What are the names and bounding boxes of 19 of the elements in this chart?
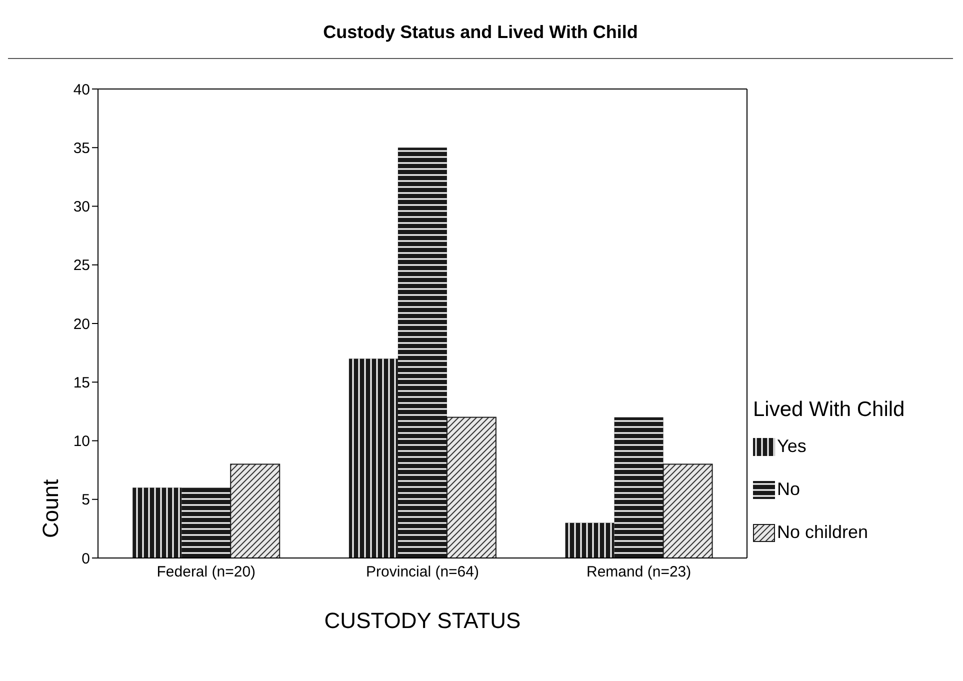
y-tick-label: 5 — [82, 492, 90, 509]
legend-title: Lived With Child — [753, 398, 905, 422]
y-tick-label: 40 — [73, 81, 90, 98]
y-tick-label: 35 — [73, 140, 90, 157]
y-tick-label: 15 — [73, 374, 90, 392]
x-axis-title: CUSTODY STATUS — [324, 608, 521, 633]
y-tick-label: 10 — [73, 433, 90, 450]
legend-label: No children — [777, 522, 868, 543]
y-axis-title: Count — [38, 479, 63, 538]
y-tick-label: 0 — [82, 550, 90, 568]
legend-label: No — [777, 479, 800, 500]
y-tick-label: 20 — [73, 316, 90, 333]
x-tick-label: Remand (n=23) — [586, 564, 692, 581]
chart-title: Custody Status and Lived With Child — [322, 21, 639, 43]
x-tick-label: Provincial (n=64) — [366, 564, 479, 581]
y-tick-label: 30 — [73, 198, 90, 216]
y-tick-label: 25 — [73, 257, 90, 274]
x-tick-label: Federal (n=20) — [156, 564, 256, 581]
legend-label: Yes — [777, 436, 806, 457]
